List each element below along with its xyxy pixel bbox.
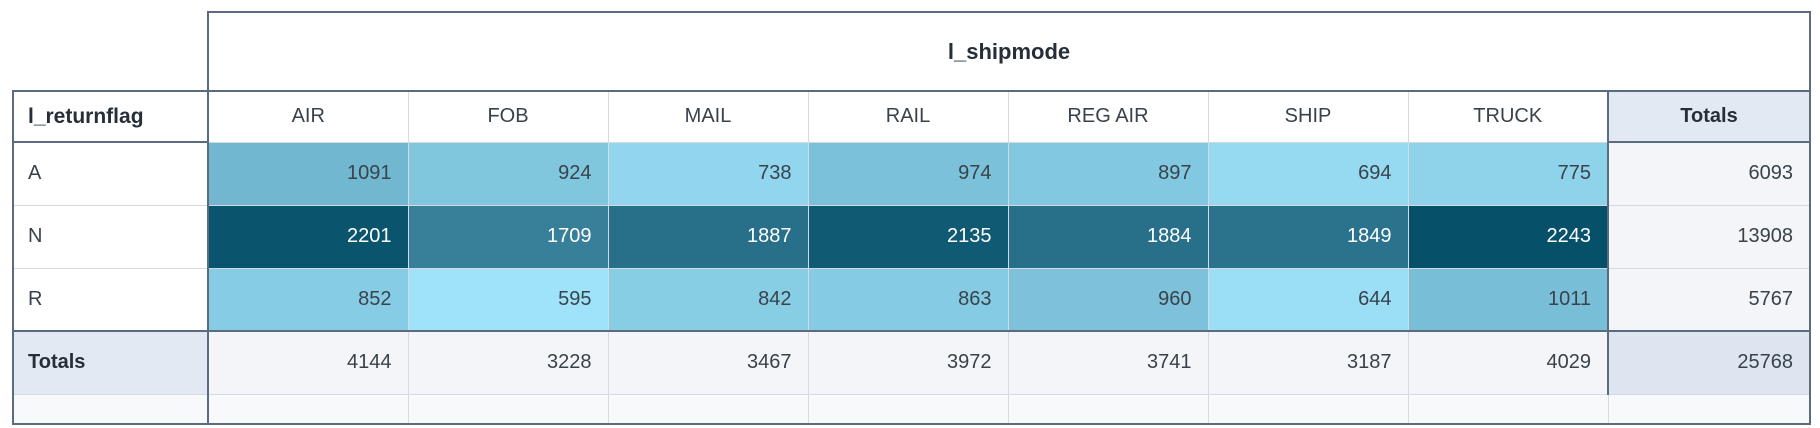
empty-footer-cell	[1608, 394, 1811, 425]
corner-blank	[13, 12, 208, 91]
data-cell[interactable]: 775	[1408, 142, 1609, 206]
empty-footer-cell	[1208, 394, 1409, 425]
column-total-cell[interactable]: 3228	[408, 331, 609, 395]
data-cell[interactable]: 924	[408, 142, 609, 206]
data-cell[interactable]: 1011	[1408, 268, 1609, 332]
data-cell[interactable]: 694	[1208, 142, 1409, 206]
data-cell[interactable]: 897	[1008, 142, 1209, 206]
column-total-cell[interactable]: 3467	[608, 331, 809, 395]
data-cell[interactable]: 842	[608, 268, 809, 332]
empty-footer-cell	[12, 394, 209, 425]
column-header-rail[interactable]: RAIL	[808, 91, 1009, 143]
empty-footer-cell	[808, 394, 1009, 425]
data-cell[interactable]: 974	[808, 142, 1009, 206]
empty-footer-cell	[1008, 394, 1209, 425]
row-total-cell[interactable]: 5767	[1608, 268, 1811, 332]
column-header-air[interactable]: AIR	[208, 91, 409, 143]
data-cell[interactable]: 738	[608, 142, 809, 206]
column-total-cell[interactable]: 4144	[208, 331, 409, 395]
row-label-r[interactable]: R	[12, 268, 209, 332]
data-cell[interactable]: 2135	[808, 205, 1009, 269]
empty-footer-cell	[1408, 394, 1609, 425]
row-label-a[interactable]: A	[12, 142, 209, 206]
column-field-header: l_shipmode	[207, 11, 1811, 92]
column-header-fob[interactable]: FOB	[408, 91, 609, 143]
data-cell[interactable]: 852	[208, 268, 409, 332]
column-total-cell[interactable]: 3187	[1208, 331, 1409, 395]
data-cell[interactable]: 1709	[408, 205, 609, 269]
table-row-a: A 1091 924 738 974 897 694 775 6093	[12, 142, 1811, 206]
row-total-cell[interactable]: 6093	[1608, 142, 1811, 206]
data-cell[interactable]: 2201	[208, 205, 409, 269]
column-header-ship[interactable]: SHIP	[1208, 91, 1409, 143]
column-header-mail[interactable]: MAIL	[608, 91, 809, 143]
column-total-cell[interactable]: 4029	[1408, 331, 1609, 395]
empty-footer-cell	[408, 394, 609, 425]
totals-row-label: Totals	[12, 331, 209, 395]
column-total-cell[interactable]: 3741	[1008, 331, 1209, 395]
totals-row: Totals 4144 3228 3467 3972 3741 3187 4029 25768	[12, 331, 1811, 395]
row-field-header: l_returnflag	[12, 90, 209, 143]
data-cell[interactable]: 1887	[608, 205, 809, 269]
data-cell[interactable]: 2243	[1408, 205, 1609, 269]
data-cell[interactable]: 595	[408, 268, 609, 332]
column-header-row: l_returnflag AIR FOB MAIL RAIL REG AIR SHIP TR…	[12, 90, 1811, 143]
empty-footer-cell	[208, 394, 409, 425]
row-total-cell[interactable]: 13908	[1608, 205, 1811, 269]
column-total-cell[interactable]: 3972	[808, 331, 1009, 395]
column-header-totals[interactable]: Totals	[1608, 91, 1811, 143]
grand-total-cell[interactable]: 25768	[1608, 331, 1811, 395]
data-cell[interactable]: 1849	[1208, 205, 1409, 269]
data-cell[interactable]: 960	[1008, 268, 1209, 332]
empty-footer-row	[12, 394, 1811, 425]
pivot-table: l_shipmode l_returnflag AIR FOB MAIL RAIL RE…	[12, 11, 1811, 425]
data-cell[interactable]: 863	[808, 268, 1009, 332]
row-label-n[interactable]: N	[12, 205, 209, 269]
column-header-truck[interactable]: TRUCK	[1408, 91, 1609, 143]
column-header-reg-air[interactable]: REG AIR	[1008, 91, 1209, 143]
data-cell[interactable]: 644	[1208, 268, 1409, 332]
data-cell[interactable]: 1884	[1008, 205, 1209, 269]
table-row-r: R 852 595 842 863 960 644 1011 5767	[12, 268, 1811, 332]
empty-footer-cell	[608, 394, 809, 425]
data-cell[interactable]: 1091	[208, 142, 409, 206]
table-row-n: N 2201 1709 1887 2135 1884 1849 2243 13908	[12, 205, 1811, 269]
